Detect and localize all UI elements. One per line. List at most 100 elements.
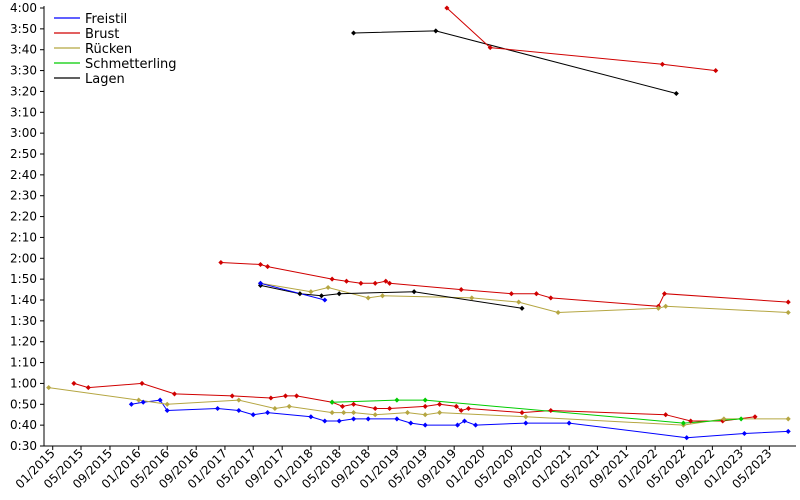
data-point bbox=[437, 401, 443, 407]
data-point bbox=[329, 276, 335, 282]
data-point bbox=[128, 401, 134, 407]
data-point bbox=[365, 295, 371, 301]
series-line-4 bbox=[353, 30, 677, 94]
data-point bbox=[85, 385, 91, 391]
y-tick-label: 3:40 bbox=[10, 43, 37, 57]
data-point bbox=[365, 416, 371, 422]
data-point bbox=[663, 303, 669, 309]
data-point bbox=[308, 289, 314, 295]
data-point bbox=[383, 278, 389, 284]
data-point bbox=[688, 418, 694, 424]
data-point bbox=[257, 261, 264, 268]
series-line-1 bbox=[73, 382, 756, 422]
data-point bbox=[236, 407, 242, 414]
data-point bbox=[422, 397, 428, 403]
data-point bbox=[555, 309, 561, 316]
y-tick-label: 0:40 bbox=[10, 418, 37, 432]
data-point bbox=[516, 299, 522, 305]
data-point bbox=[508, 291, 514, 297]
series-line-6 bbox=[220, 262, 789, 307]
y-tick-label: 2:10 bbox=[10, 230, 37, 244]
data-point bbox=[136, 397, 142, 403]
data-point bbox=[250, 412, 256, 418]
data-point bbox=[387, 405, 393, 412]
data-point bbox=[487, 45, 493, 51]
y-tick-label: 3:00 bbox=[10, 126, 37, 140]
y-tick-label: 2:40 bbox=[10, 168, 37, 182]
data-point bbox=[236, 397, 242, 403]
data-point bbox=[785, 416, 791, 422]
data-point bbox=[351, 416, 357, 422]
legend-label: Schmetterling bbox=[85, 57, 177, 72]
data-point bbox=[372, 412, 378, 418]
data-point bbox=[343, 278, 350, 284]
y-tick-label: 3:30 bbox=[10, 64, 37, 78]
data-point bbox=[351, 401, 357, 407]
data-point bbox=[394, 416, 400, 422]
data-point bbox=[372, 405, 378, 412]
data-point bbox=[139, 380, 145, 386]
legend-label: Freistil bbox=[85, 12, 127, 27]
data-point bbox=[329, 399, 335, 405]
y-tick-label: 1:10 bbox=[10, 356, 37, 370]
data-point bbox=[341, 410, 347, 416]
data-point bbox=[294, 393, 300, 399]
legend-label: Rücken bbox=[85, 42, 132, 57]
data-point bbox=[351, 410, 357, 416]
data-point bbox=[523, 420, 529, 426]
data-point bbox=[519, 305, 525, 311]
series-line-5 bbox=[446, 7, 716, 72]
series-line-0 bbox=[131, 399, 789, 439]
y-tick-label: 2:20 bbox=[10, 210, 37, 224]
y-tick-label: 3:50 bbox=[10, 22, 37, 36]
y-tick-label: 3:10 bbox=[10, 105, 37, 119]
data-point bbox=[465, 405, 472, 412]
data-point bbox=[422, 412, 428, 418]
data-point bbox=[752, 414, 758, 420]
data-point bbox=[659, 61, 665, 67]
axes bbox=[43, 6, 796, 447]
data-point bbox=[229, 393, 235, 399]
data-point bbox=[533, 291, 539, 297]
data-point bbox=[661, 291, 668, 297]
y-tick-label: 1:00 bbox=[10, 376, 37, 390]
data-point bbox=[268, 395, 274, 401]
data-point bbox=[566, 420, 572, 426]
series-line-9 bbox=[260, 282, 325, 301]
data-point bbox=[265, 410, 271, 416]
data-point bbox=[336, 418, 342, 424]
data-point bbox=[684, 435, 690, 441]
y-tick-label: 0:30 bbox=[10, 439, 37, 453]
legend-label: Brust bbox=[85, 27, 119, 42]
data-point bbox=[336, 291, 342, 297]
data-point bbox=[523, 414, 529, 420]
data-point bbox=[379, 293, 386, 299]
data-point bbox=[785, 309, 791, 316]
y-tick-label: 1:30 bbox=[10, 314, 37, 328]
x-axis-ticks: 01/201505/201509/201501/201605/201609/20… bbox=[13, 446, 775, 491]
y-tick-label: 2:30 bbox=[10, 189, 37, 203]
data-point bbox=[164, 407, 170, 414]
data-point bbox=[171, 391, 178, 397]
data-point bbox=[71, 380, 77, 386]
data-point bbox=[469, 295, 475, 301]
legend-label: Lagen bbox=[85, 72, 125, 87]
data-point bbox=[411, 289, 417, 295]
data-point bbox=[785, 428, 791, 434]
data-point bbox=[282, 393, 289, 399]
data-point bbox=[257, 280, 264, 286]
data-point bbox=[297, 291, 303, 297]
data-point bbox=[458, 407, 464, 414]
data-point bbox=[308, 414, 314, 420]
y-tick-label: 0:50 bbox=[10, 397, 37, 411]
data-point bbox=[372, 280, 378, 286]
data-point bbox=[785, 299, 791, 305]
data-point bbox=[458, 287, 464, 293]
data-point bbox=[437, 410, 443, 416]
data-point bbox=[394, 397, 400, 403]
data-point bbox=[433, 28, 439, 34]
data-point bbox=[325, 284, 331, 291]
data-point bbox=[741, 430, 747, 437]
data-point bbox=[218, 259, 224, 266]
